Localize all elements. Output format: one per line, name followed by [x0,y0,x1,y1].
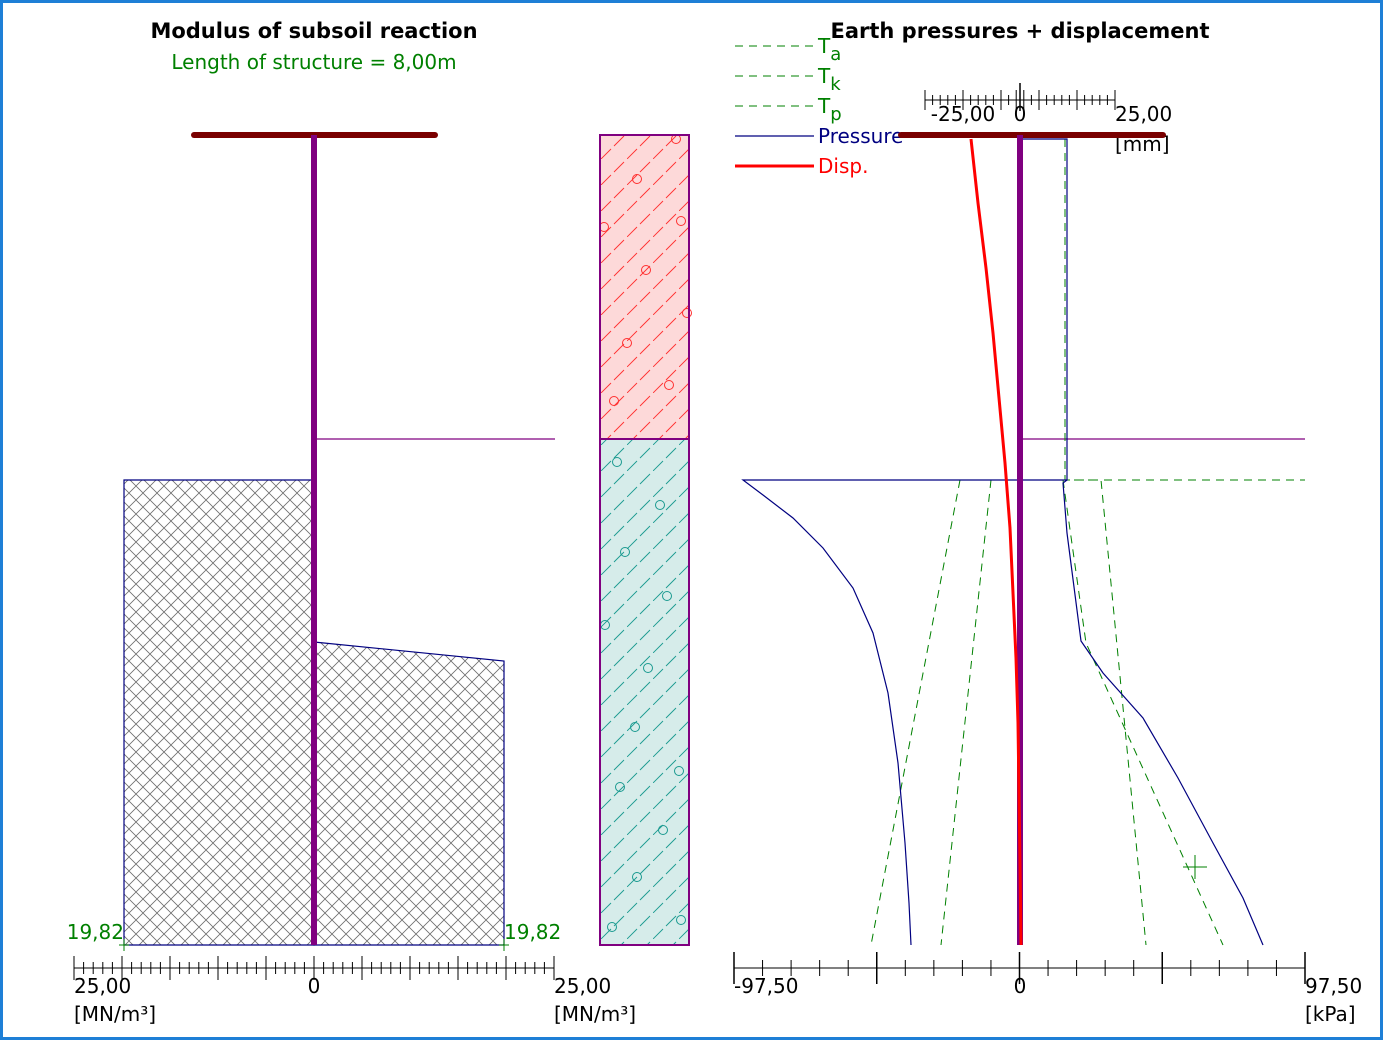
soil-layer-2 [599,438,690,946]
soil-grain [632,174,642,184]
soil-grain [676,915,686,925]
left-axis-tick-center: 0 [308,974,321,998]
right-chart-title: Earth pressures + displacement [830,19,1209,43]
soil-grain [632,872,642,882]
soil-grain [674,766,684,776]
legend-tp-label: Tp [817,94,842,125]
soil-grain [609,396,619,406]
legend-disp-label: Disp. [818,154,868,178]
soil-grain [664,380,674,390]
soil-layer-1-grains [599,134,692,406]
bottom-axis-tick-center: 0 [1014,974,1027,998]
left-axis-tick-right: 25,00 [554,974,611,998]
soil-grain [630,722,640,732]
series-disp [969,138,1023,946]
modulus-label-left: 19,82 [67,920,124,944]
series-tp-right [1062,479,1224,946]
left-axis-unit-right: [MN/m³] [554,1002,636,1026]
left-axis-unit-left: [MN/m³] [74,1002,156,1026]
soil-layer-1 [599,134,692,440]
soil-grain [612,457,622,467]
series-pressure [741,138,1068,946]
soil-grain [615,782,625,792]
soil-grain [620,547,630,557]
top-axis-tick-left: -25,00 [931,102,995,126]
series-pressure-right [1062,479,1264,946]
bottom-axis-unit: [kPa] [1305,1002,1356,1026]
legend-ta-label: Ta [817,34,841,65]
legend-pressure-label: Pressure [818,124,903,148]
series-ta-right [1064,139,1147,946]
legend: Ta Tk Tp Pressure Disp. [735,34,903,178]
soil-grain [682,308,692,318]
soil-grain [676,216,686,226]
left-chart-title: Modulus of subsoil reaction [150,19,477,43]
bottom-axis-tick-right: 97,50 [1305,974,1362,998]
modulus-area-right [313,641,505,946]
bottom-axis-tick-left: -97,50 [734,974,798,998]
pressure-axis [733,952,1306,984]
displacement-axis [924,83,1116,111]
legend-tk-label: Tk [817,64,841,95]
chart-canvas: Modulus of subsoil reaction Length of st… [67,19,1363,1026]
soil-grain [641,265,651,275]
left-axis-tick-left: 25,00 [74,974,131,998]
series-ta-left [870,479,961,946]
left-chart-subtitle: Length of structure = 8,00m [171,50,456,74]
soil-grain [607,922,617,932]
modulus-area-left [123,479,315,946]
top-axis-tick-right: 25,00 [1115,102,1172,126]
soil-layer-2-grains [600,457,686,932]
left-axis [73,956,555,980]
soil-grain [622,338,632,348]
soil-grain [655,500,665,510]
soil-grain [662,591,672,601]
soil-grain [658,825,668,835]
soil-grain [643,663,653,673]
modulus-label-right: 19,82 [504,920,561,944]
series-tk-left [940,479,992,946]
top-axis-tick-center: 0 [1014,102,1027,126]
